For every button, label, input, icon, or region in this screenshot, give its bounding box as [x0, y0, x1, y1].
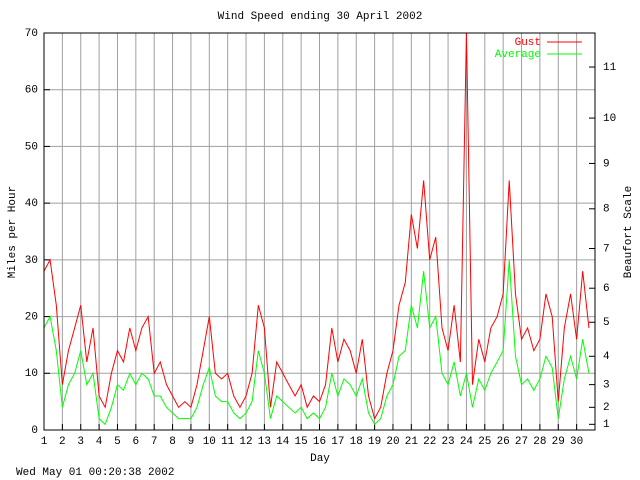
series-line: [43, 259, 590, 426]
chart-title: Wind Speed ending 30 April 2002: [218, 11, 423, 23]
x-tick-label: 14: [276, 436, 290, 448]
y-tick-label: 50: [25, 141, 38, 153]
y2-tick-label: 11: [603, 62, 617, 74]
x-tick-label: 1: [41, 436, 48, 448]
legend-label: Average: [495, 49, 541, 61]
y2-tick-label: 2: [603, 402, 610, 414]
x-tick-label: 28: [533, 436, 546, 448]
legend-label: Gust: [515, 37, 541, 49]
x-tick-label: 7: [151, 436, 158, 448]
x-tick-label: 19: [368, 436, 381, 448]
x-tick-label: 8: [169, 436, 176, 448]
x-tick-label: 10: [203, 436, 216, 448]
y-tick-label: 30: [25, 255, 38, 267]
y-tick-label: 20: [25, 311, 38, 323]
y2-tick-label: 3: [603, 380, 610, 392]
x-tick-label: 26: [497, 436, 510, 448]
y-tick-label: 0: [31, 425, 38, 437]
x-tick-label: 21: [405, 436, 419, 448]
x-tick-label: 13: [258, 436, 271, 448]
x-tick-label: 11: [221, 436, 235, 448]
x-tick-label: 2: [59, 436, 66, 448]
x-tick-label: 29: [552, 436, 565, 448]
x-axis-label: Day: [310, 453, 330, 465]
x-tick-label: 3: [77, 436, 84, 448]
x-tick-label: 4: [96, 436, 103, 448]
x-tick-label: 15: [295, 436, 308, 448]
y2-tick-label: 9: [603, 158, 610, 170]
y-tick-label: 60: [25, 85, 38, 97]
y2-tick-label: 5: [603, 317, 610, 329]
x-tick-label: 25: [478, 436, 491, 448]
x-tick-label: 18: [350, 436, 363, 448]
plot-border: [43, 32, 596, 431]
x-tick-label: 12: [239, 436, 252, 448]
y-tick-label: 40: [25, 198, 38, 210]
y-axis-label: Miles per Hour: [7, 186, 19, 278]
series-line: [43, 32, 590, 421]
y2-axis-label: Beaufort Scale: [623, 186, 635, 278]
y2-tick-label: 7: [603, 243, 610, 255]
x-tick-label: 27: [515, 436, 528, 448]
y2-tick-label: 10: [603, 113, 616, 125]
x-tick-label: 6: [133, 436, 140, 448]
x-tick-label: 17: [331, 436, 344, 448]
y-tick-label: 70: [25, 28, 38, 40]
x-tick-label: 24: [460, 436, 474, 448]
x-tick-label: 5: [114, 436, 121, 448]
x-tick-label: 22: [423, 436, 436, 448]
y2-tick-label: 6: [603, 283, 610, 295]
x-tick-label: 30: [570, 436, 583, 448]
x-tick-label: 23: [441, 436, 454, 448]
x-tick-label: 9: [188, 436, 195, 448]
y-tick-label: 10: [25, 368, 38, 380]
timestamp: Wed May 01 00:20:38 2002: [16, 467, 174, 479]
y2-tick-label: 1: [603, 419, 610, 431]
x-tick-label: 20: [386, 436, 399, 448]
y2-tick-label: 4: [603, 351, 610, 363]
x-tick-label: 16: [313, 436, 326, 448]
y2-tick-label: 8: [603, 204, 610, 216]
